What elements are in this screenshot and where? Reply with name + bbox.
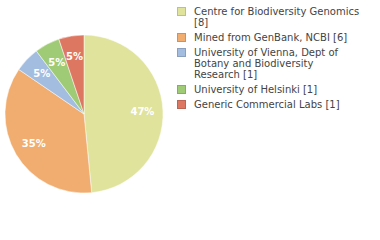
- data-label: 47%: [130, 106, 154, 117]
- legend-entry: University of Helsinki [1]: [174, 84, 374, 95]
- slice: [59, 35, 84, 114]
- data-label: 5%: [33, 68, 50, 79]
- slice: [84, 35, 163, 193]
- data-label: 5%: [66, 51, 83, 62]
- data-label: 35%: [22, 138, 46, 149]
- legend-entry: Mined from GenBank, NCBI [6]: [174, 32, 374, 43]
- legend-label: Mined from GenBank, NCBI [6]: [194, 32, 362, 43]
- data-label: 5%: [48, 57, 65, 68]
- legend-entry: University of Vienna, Dept of Botany and…: [174, 47, 374, 80]
- slices: [5, 35, 163, 193]
- legend-label: Centre for Biodiversity Genomics [8]: [194, 6, 362, 28]
- legend-label: Generic Commercial Labs [1]: [194, 99, 362, 110]
- legend: Centre for Biodiversity Genomics [8] Mine…: [174, 6, 374, 114]
- legend-entry: Centre for Biodiversity Genomics [8]: [174, 6, 374, 28]
- legend-swatch: [177, 7, 186, 16]
- legend-swatch: [177, 85, 186, 94]
- legend-swatch: [177, 48, 186, 57]
- legend-entry: Generic Commercial Labs [1]: [174, 99, 374, 110]
- legend-swatch: [177, 33, 186, 42]
- legend-swatch: [177, 100, 186, 109]
- legend-label: University of Vienna, Dept of Botany and…: [194, 47, 362, 80]
- legend-label: University of Helsinki [1]: [194, 84, 362, 95]
- chart: 47%35%5%5%5%Centre for Biodiversity Geno…: [0, 0, 380, 240]
- slice-labels: 47%35%5%5%5%: [22, 51, 155, 149]
